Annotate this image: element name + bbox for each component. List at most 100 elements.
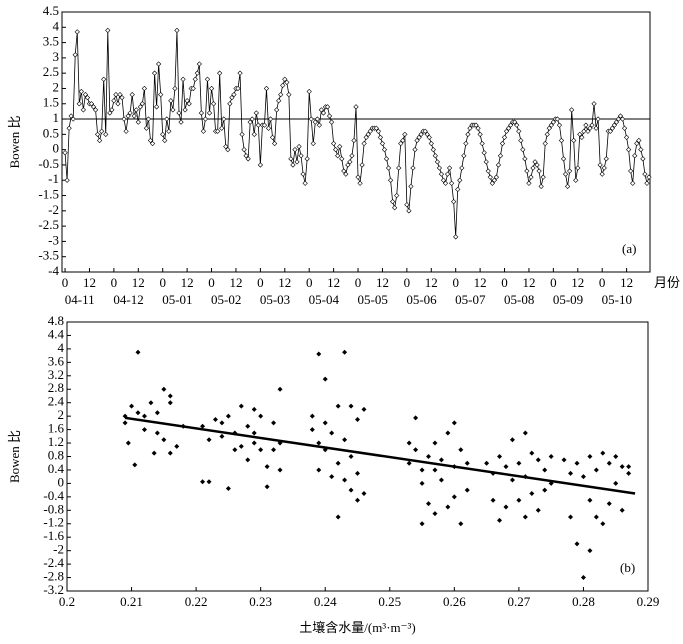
point (161, 437, 167, 443)
y-tick-label: 3.5 (43, 34, 59, 49)
point (473, 122, 479, 128)
point (208, 85, 215, 92)
plot-frame (66, 321, 649, 592)
point (554, 116, 561, 122)
point (277, 467, 283, 473)
series-line (64, 30, 650, 237)
x-tick-label: 12 (83, 275, 96, 290)
point (206, 110, 213, 116)
point (550, 119, 556, 125)
point (342, 349, 348, 355)
point (212, 417, 218, 423)
y-tick-label: -3.5 (38, 248, 59, 263)
point (419, 467, 425, 473)
point (632, 153, 638, 159)
point (581, 128, 587, 134)
point (223, 143, 229, 150)
point (412, 147, 418, 153)
point (414, 137, 420, 144)
point (172, 85, 178, 92)
x-tick-label: 0 (355, 275, 362, 290)
point (206, 437, 212, 443)
point (316, 467, 322, 473)
y-tick-label: 3.6 (48, 353, 65, 368)
point (508, 122, 514, 128)
point (434, 159, 441, 165)
y-tick-label: 0 (58, 474, 65, 489)
point (158, 91, 164, 98)
y-axis-label: Bowen 比 (7, 115, 22, 168)
point (217, 70, 223, 76)
point (535, 507, 541, 513)
point (638, 147, 644, 153)
point (137, 104, 143, 110)
point (62, 150, 68, 156)
point (463, 140, 469, 147)
point (167, 393, 173, 399)
point (170, 107, 176, 113)
month-label: 05-06 (406, 292, 437, 307)
x-tick-label: 12 (474, 275, 487, 290)
point (316, 440, 322, 446)
point (343, 171, 349, 177)
x-axis-label: 月份 (654, 275, 680, 290)
point (416, 134, 422, 141)
point (503, 128, 510, 134)
y-tick-label: -2.5 (38, 217, 59, 232)
point (160, 131, 166, 137)
point (355, 174, 361, 180)
point (94, 131, 101, 137)
point (587, 125, 593, 131)
point (542, 467, 548, 473)
point (457, 177, 463, 183)
point (367, 128, 373, 134)
point (613, 480, 619, 486)
month-label: 04-12 (113, 292, 143, 307)
point (536, 168, 542, 174)
point (184, 98, 190, 104)
point (245, 156, 251, 162)
x-tick-label: 0.27 (508, 594, 531, 609)
y-tick-label: -1.6 (43, 528, 64, 543)
y-tick-label: 3.2 (48, 367, 64, 382)
x-tick-label: 12 (522, 275, 535, 290)
point (309, 413, 315, 419)
point (556, 122, 563, 128)
point (438, 477, 444, 483)
point (141, 413, 147, 419)
point (438, 457, 444, 463)
month-label: 05-01 (162, 292, 192, 307)
point (389, 199, 396, 205)
point (573, 177, 579, 183)
point (235, 85, 241, 92)
point (497, 517, 503, 523)
point (92, 107, 99, 113)
point (245, 457, 251, 463)
point (219, 125, 225, 131)
point (156, 61, 162, 67)
point (167, 400, 173, 406)
point (503, 504, 509, 510)
point (278, 91, 284, 98)
point (361, 140, 367, 147)
point (583, 122, 589, 128)
point (348, 454, 354, 459)
point (626, 470, 632, 476)
point (444, 171, 451, 177)
point (419, 480, 425, 486)
x-tick-label: 0.25 (378, 594, 401, 609)
y-tick-label: 4 (53, 18, 60, 33)
point (162, 137, 168, 144)
point (408, 183, 414, 189)
point (225, 485, 231, 491)
point (153, 104, 160, 110)
point (615, 116, 622, 122)
point (333, 147, 339, 153)
y-tick-label: -2.4 (43, 555, 64, 570)
point (495, 162, 502, 168)
point (499, 140, 506, 147)
x-tick-label: 0 (599, 275, 606, 290)
point (365, 131, 371, 137)
x-tick-label: 0.21 (120, 594, 143, 609)
month-label: 05-10 (602, 292, 632, 307)
